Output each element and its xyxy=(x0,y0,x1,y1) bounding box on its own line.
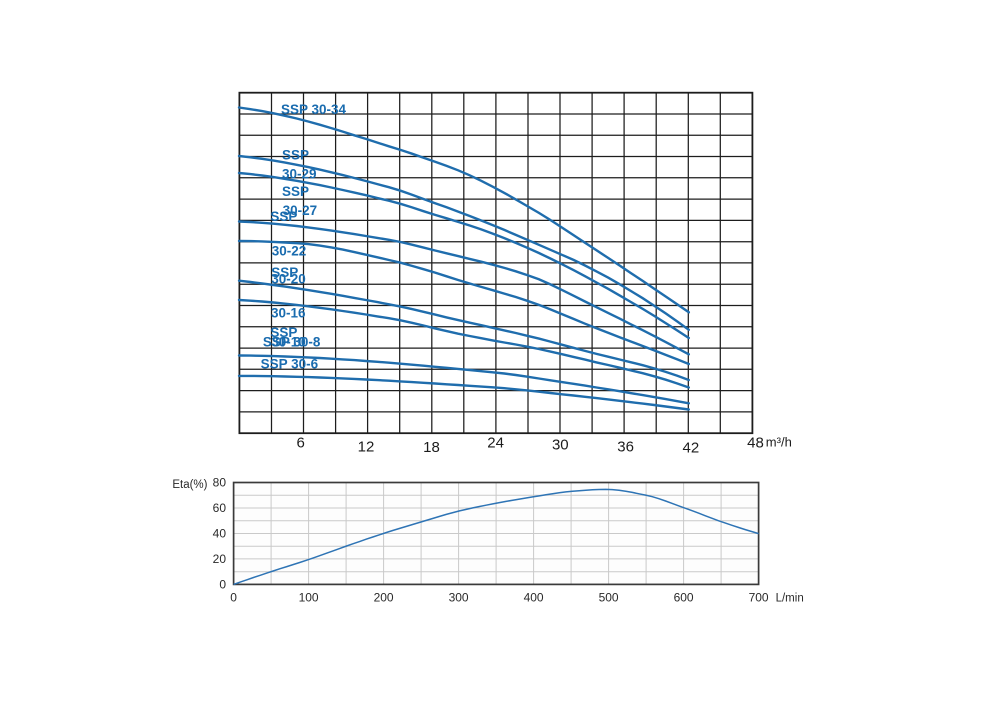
svg-text:Eta(%): Eta(%) xyxy=(172,479,207,491)
svg-text:30: 30 xyxy=(552,437,569,454)
svg-text:0: 0 xyxy=(230,591,237,605)
svg-text:m³/h: m³/h xyxy=(766,435,792,450)
svg-text:80: 80 xyxy=(213,476,227,490)
svg-text:SSP: SSP xyxy=(282,148,309,163)
svg-text:36: 36 xyxy=(617,439,634,456)
svg-text:42: 42 xyxy=(683,440,700,457)
svg-text:30-16: 30-16 xyxy=(271,305,306,320)
svg-text:60: 60 xyxy=(213,501,227,515)
svg-text:18: 18 xyxy=(423,439,440,456)
svg-text:30-22: 30-22 xyxy=(272,244,307,259)
svg-text:SSP: SSP xyxy=(270,209,297,224)
svg-text:SSP 30-8: SSP 30-8 xyxy=(263,334,321,349)
svg-text:24: 24 xyxy=(487,435,504,452)
svg-text:48: 48 xyxy=(747,435,764,452)
svg-text:600: 600 xyxy=(674,591,694,605)
svg-text:30-27: 30-27 xyxy=(283,203,318,218)
svg-text:500: 500 xyxy=(599,591,619,605)
svg-text:700: 700 xyxy=(749,591,769,605)
svg-text:6: 6 xyxy=(297,435,305,452)
svg-text:20: 20 xyxy=(213,552,227,566)
svg-text:400: 400 xyxy=(524,591,544,605)
svg-text:SSP: SSP xyxy=(271,265,298,280)
svg-text:200: 200 xyxy=(374,591,394,605)
svg-text:40: 40 xyxy=(213,527,227,541)
svg-text:SSP 30-6: SSP 30-6 xyxy=(261,357,319,372)
svg-text:30-20: 30-20 xyxy=(271,271,306,286)
svg-text:0: 0 xyxy=(219,578,226,592)
svg-text:SSP: SSP xyxy=(282,184,309,199)
svg-text:L/min: L/min xyxy=(776,593,804,605)
svg-text:SSP 30-34: SSP 30-34 xyxy=(281,102,347,117)
svg-text:12: 12 xyxy=(358,439,375,456)
svg-text:30-10: 30-10 xyxy=(271,335,306,350)
svg-text:100: 100 xyxy=(299,591,319,605)
svg-text:30-29: 30-29 xyxy=(282,167,317,182)
svg-text:SSP: SSP xyxy=(270,325,297,340)
svg-text:300: 300 xyxy=(449,591,469,605)
